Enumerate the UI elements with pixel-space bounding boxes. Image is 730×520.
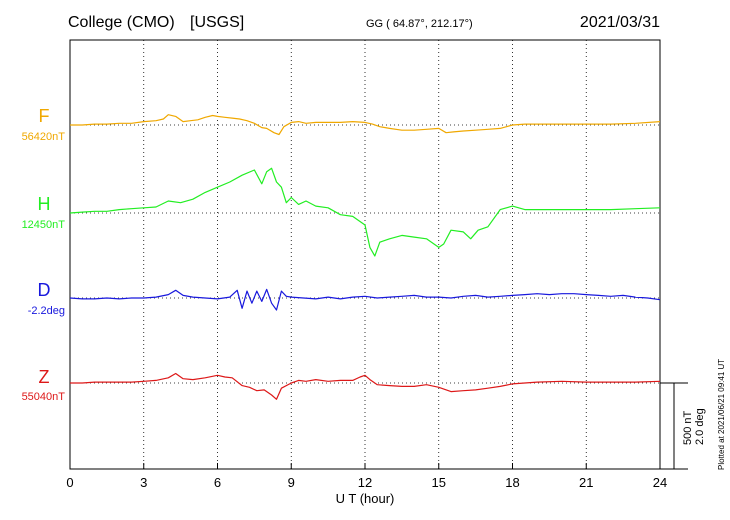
- plot-date: 2021/03/31: [580, 14, 660, 31]
- series-name-H: H: [38, 194, 51, 214]
- series-labels: F 56420nT H 12450nT D -2.2deg Z 55040nT: [22, 106, 66, 403]
- x-tick-label-21: 21: [579, 475, 593, 490]
- data-source: [USGS]: [190, 14, 244, 31]
- series-name-Z: Z: [39, 367, 50, 387]
- series-baseline-value-H: 12450nT: [22, 219, 66, 231]
- series-line-Z: [70, 372, 661, 400]
- series-baseline-value-D: -2.2deg: [28, 305, 65, 317]
- series-name-D: D: [38, 280, 51, 300]
- x-tick-label-18: 18: [505, 475, 519, 490]
- station-name: College (CMO): [68, 14, 175, 31]
- x-tick-label-9: 9: [288, 475, 295, 490]
- series-lines: [69, 114, 661, 400]
- scale-bar-deg-label: 2.0 deg: [694, 408, 706, 445]
- x-tick-label-12: 12: [358, 475, 372, 490]
- series-line-D: [69, 288, 661, 311]
- x-axis-ticks: 0 3 6 9 12 15 18 21 24: [66, 463, 667, 490]
- station-coordinates: GG ( 64.87°, 212.17°): [366, 18, 473, 30]
- series-name-F: F: [39, 106, 50, 126]
- x-tick-label-24: 24: [653, 475, 667, 490]
- scale-bar: 500 nT 2.0 deg: [660, 382, 706, 470]
- x-tick-label-6: 6: [214, 475, 221, 490]
- plotted-at-note: Plotted at 2021/06/21 09:41 UT: [717, 359, 726, 470]
- x-axis-label: U T (hour): [336, 491, 395, 506]
- x-tick-label-3: 3: [140, 475, 147, 490]
- x-tick-label-15: 15: [432, 475, 446, 490]
- x-tick-label-0: 0: [66, 475, 73, 490]
- vertical-grid: [143, 40, 587, 469]
- scale-bar-nt-label: 500 nT: [682, 410, 694, 445]
- series-baseline-value-F: 56420nT: [22, 131, 66, 143]
- series-line-H: [69, 167, 661, 257]
- series-baseline-value-Z: 55040nT: [22, 391, 66, 403]
- series-line-F: [70, 114, 661, 136]
